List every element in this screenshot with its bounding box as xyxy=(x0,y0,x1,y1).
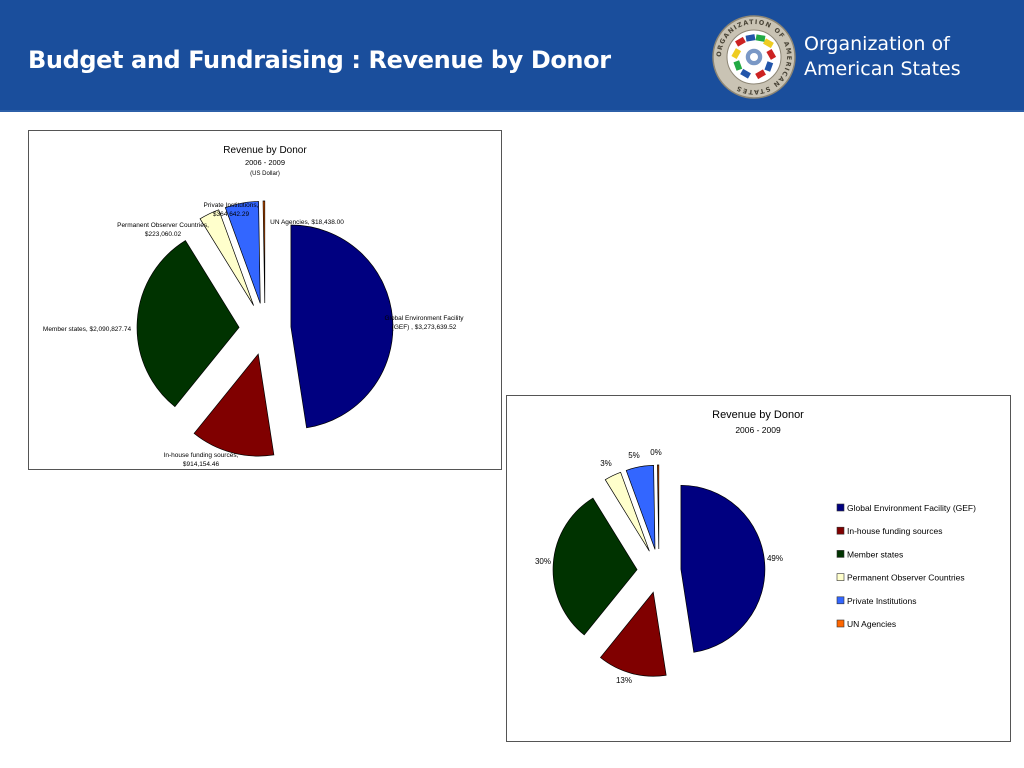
legend-entry: Member states xyxy=(847,549,903,559)
legend-entry: In-house funding sources xyxy=(847,526,942,536)
slice-label: In-house funding sources, xyxy=(164,452,239,459)
pie-chart-percentages: Revenue by Donor 2006 - 2009 49% 13% 30% 3% 5%… xyxy=(506,395,1011,742)
org-name-line-1: Organization of xyxy=(804,33,950,55)
legend-entry: Global Environment Facility (GEF) xyxy=(847,503,976,513)
oas-seal-icon: ORGANIZATION OF AMERICAN STATES xyxy=(712,15,796,99)
slice-label: $914,154.46 xyxy=(183,461,220,468)
pie-slice xyxy=(657,464,660,550)
pie-slice xyxy=(625,465,656,550)
slice-label: (GEF) , $3,273,639.52 xyxy=(392,324,457,331)
legend-swatch xyxy=(836,596,845,605)
chart-title: Revenue by Donor xyxy=(223,145,307,156)
percent-label: 30% xyxy=(535,557,551,566)
pie-slice xyxy=(680,484,766,653)
header-divider xyxy=(0,110,1024,112)
pie-slice xyxy=(224,201,261,304)
chart-unit-note: (US Dollar) xyxy=(250,171,280,177)
pie-chart-values-svg: Revenue by Donor 2006 - 2009 (US Dollar) Gl… xyxy=(43,145,464,468)
pie-slice xyxy=(599,591,667,677)
percent-label: 3% xyxy=(600,459,612,468)
percent-label: 0% xyxy=(650,448,662,457)
legend-entry: Private Institutions xyxy=(847,596,916,606)
slide-title: Budget and Fundraising : Revenue by Dono… xyxy=(28,46,611,74)
legend-entry: Permanent Observer Countries xyxy=(847,573,965,583)
slice-label: UN Agencies, $18,438.00 xyxy=(270,219,344,226)
legend-swatch xyxy=(836,503,845,512)
chart-subtitle: 2006 - 2009 xyxy=(735,425,781,435)
pie-slice xyxy=(136,240,240,408)
slice-label: $223,060.02 xyxy=(145,231,182,238)
pie-slice xyxy=(262,200,266,304)
pie-slice xyxy=(193,353,275,457)
pie-slice xyxy=(290,224,394,429)
slide-header xyxy=(0,0,1024,110)
pie-chart-values: Revenue by Donor 2006 - 2009 (US Dollar) Gl… xyxy=(28,130,502,470)
percent-label: 13% xyxy=(616,676,632,685)
slice-label: Private Institutions, xyxy=(204,202,259,209)
percent-label: 49% xyxy=(767,554,783,563)
seal-flags xyxy=(731,34,777,80)
slice-label: Member states, $2,090,827.74 xyxy=(43,326,132,333)
legend-swatch xyxy=(836,526,845,535)
organization-name: Organization of American States xyxy=(804,32,961,82)
pie-slice xyxy=(604,471,650,552)
pie-chart-percentages-svg: Revenue by Donor 2006 - 2009 49% 13% 30% 3% 5%… xyxy=(535,409,976,685)
legend-swatch xyxy=(836,573,845,581)
org-name-line-2: American States xyxy=(804,58,961,80)
pie-slice xyxy=(552,497,638,636)
legend-entry: UN Agencies xyxy=(847,619,896,629)
legend-swatch xyxy=(836,550,845,558)
slice-label: $364,642.29 xyxy=(213,211,250,218)
slice-label: Permanent Observer Countries, xyxy=(117,222,209,229)
chart-subtitle: 2006 - 2009 xyxy=(245,158,285,167)
slice-label: Global Environment Facility xyxy=(384,315,464,322)
chart-title: Revenue by Donor xyxy=(712,409,804,421)
pie-slice xyxy=(199,209,254,306)
percent-label: 5% xyxy=(628,451,640,460)
legend-swatch xyxy=(836,619,845,628)
